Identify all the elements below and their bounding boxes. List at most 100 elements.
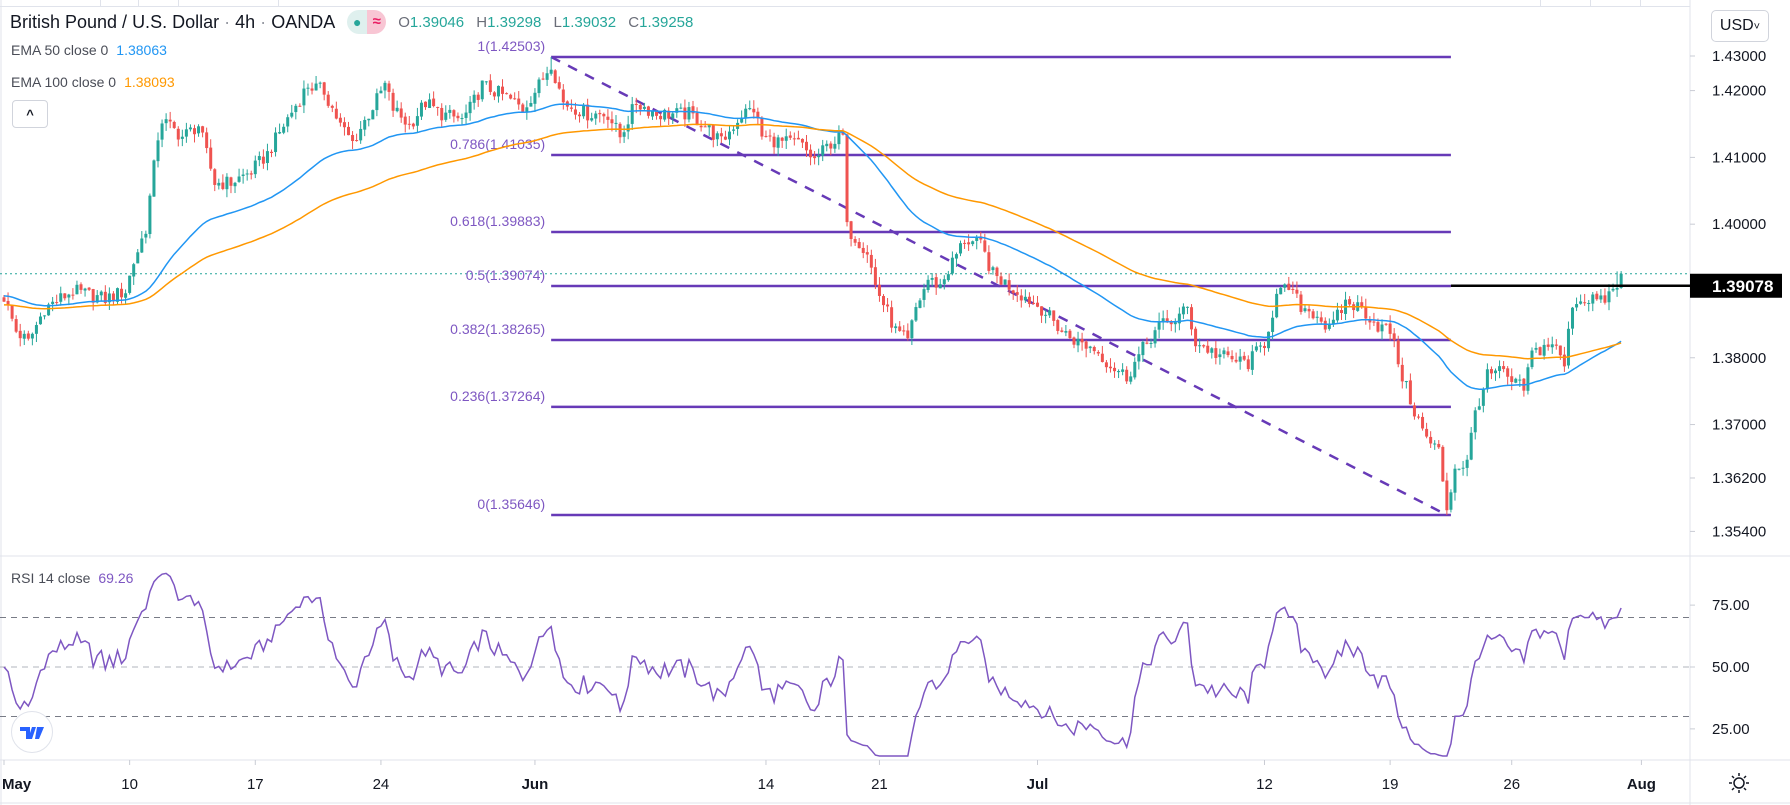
candle-body xyxy=(541,78,545,80)
candle xyxy=(245,169,249,181)
candle-body xyxy=(1190,307,1194,330)
candle-body xyxy=(780,137,784,141)
candle xyxy=(1546,337,1550,351)
rsi-legend[interactable]: RSI 14 close 69.26 xyxy=(11,570,134,586)
candle-body xyxy=(217,182,221,186)
candle xyxy=(1044,309,1048,324)
ema100-legend[interactable]: EMA 100 close 0 1.38093 xyxy=(11,74,175,90)
collapse-legend-button[interactable]: ^ xyxy=(12,100,48,128)
candle-body xyxy=(55,302,59,304)
candle xyxy=(1587,300,1591,312)
settings-gear-icon[interactable] xyxy=(1727,771,1751,795)
currency-dropdown[interactable]: USD˅ xyxy=(1711,10,1769,42)
candle-body xyxy=(432,98,436,107)
symbol-title[interactable]: British Pound / U.S. Dollar · 4h · OANDA xyxy=(10,11,336,32)
candle xyxy=(197,124,201,137)
candle-body xyxy=(1084,341,1088,349)
candle-body xyxy=(1453,468,1457,493)
candle xyxy=(886,298,890,313)
candle xyxy=(22,330,26,346)
candle xyxy=(1323,317,1327,333)
candle-body xyxy=(1615,287,1619,290)
candle-body xyxy=(1173,322,1177,325)
candle-body xyxy=(1036,302,1040,307)
candle-body xyxy=(1194,328,1198,347)
candle xyxy=(1202,344,1206,349)
candle xyxy=(334,101,338,120)
candle-body xyxy=(683,107,687,120)
candle-body xyxy=(140,238,144,253)
candle xyxy=(861,242,865,259)
candle-body xyxy=(727,131,731,140)
candle-body xyxy=(954,254,958,259)
candle-body xyxy=(1449,492,1453,510)
candle xyxy=(1433,440,1437,450)
candle-body xyxy=(330,105,334,108)
candle xyxy=(1190,304,1194,336)
candle-body xyxy=(201,126,205,133)
candle-body xyxy=(1433,443,1437,445)
candle xyxy=(1380,319,1384,340)
candle xyxy=(55,294,59,306)
candle xyxy=(938,278,942,289)
candle xyxy=(849,220,853,247)
candle-body xyxy=(496,85,500,97)
candle xyxy=(1356,295,1360,312)
candle xyxy=(804,135,808,157)
symbol-name: British Pound / U.S. Dollar xyxy=(10,11,220,32)
candle xyxy=(91,288,95,311)
candle xyxy=(363,116,367,137)
price-tick-label: 1.37000 xyxy=(1712,417,1766,434)
candle-body xyxy=(1279,287,1283,295)
candle xyxy=(1007,273,1011,296)
candle-body xyxy=(573,109,577,115)
candle-body xyxy=(1271,317,1275,332)
candle-body xyxy=(1461,467,1465,469)
candle xyxy=(241,168,245,184)
candle-body xyxy=(1599,295,1603,300)
candle-body xyxy=(877,284,881,296)
candle-body xyxy=(537,79,541,94)
candle-body xyxy=(590,118,594,121)
candle xyxy=(533,88,537,112)
candle xyxy=(768,129,772,142)
candle-body xyxy=(1181,306,1185,315)
price-tick-label: 1.35400 xyxy=(1712,523,1766,540)
candle-body xyxy=(732,129,736,131)
candle-body xyxy=(399,108,403,118)
tradingview-logo-icon[interactable] xyxy=(11,711,53,753)
candle xyxy=(1117,369,1121,379)
candle xyxy=(630,96,634,130)
candle xyxy=(274,127,278,157)
candle xyxy=(983,233,987,253)
candle xyxy=(565,100,569,111)
candle-body xyxy=(1591,294,1595,304)
market-open-dot-icon: ● xyxy=(347,10,368,34)
market-status-badge[interactable]: ● ≈ xyxy=(347,10,387,34)
candle-body xyxy=(1506,368,1510,377)
candle-body xyxy=(882,296,886,306)
candle-body xyxy=(302,88,306,106)
candle-body xyxy=(1052,310,1056,321)
candle xyxy=(1514,377,1518,384)
candle-body xyxy=(18,330,22,339)
candle-body xyxy=(1311,311,1315,319)
candle xyxy=(671,111,675,124)
price-tick-label: 1.42000 xyxy=(1712,83,1766,100)
candle xyxy=(1279,286,1283,295)
candle-body xyxy=(918,300,922,308)
candle-body xyxy=(699,125,703,128)
candle xyxy=(1562,346,1566,372)
candle-body xyxy=(825,143,829,147)
candle-body xyxy=(269,151,273,154)
candle-body xyxy=(1108,366,1112,369)
candle xyxy=(75,280,79,295)
candle xyxy=(383,80,387,99)
ema50-legend[interactable]: EMA 50 close 0 1.38063 xyxy=(11,42,167,58)
candle xyxy=(541,72,545,81)
candle xyxy=(865,245,869,263)
top-toolbar-edge xyxy=(0,0,1690,7)
candle-body xyxy=(79,284,83,290)
candle xyxy=(525,100,529,120)
